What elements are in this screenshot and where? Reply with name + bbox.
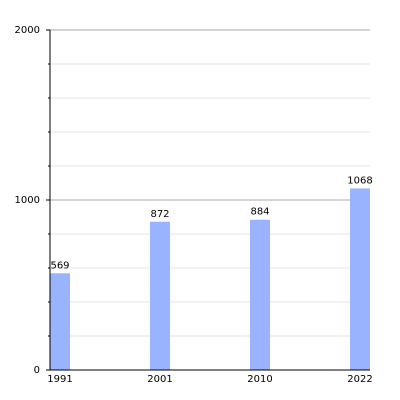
bar	[150, 221, 170, 370]
value-label: 872	[150, 209, 169, 220]
value-label: 569	[50, 260, 69, 271]
x-tick-label: 2010	[247, 374, 272, 385]
value-label: 884	[250, 207, 269, 218]
y-tick-label: 1000	[15, 195, 40, 206]
bar	[250, 219, 270, 370]
value-label: 1068	[347, 175, 372, 186]
x-tick-label: 2001	[147, 374, 172, 385]
y-tick-label: 0	[34, 365, 40, 376]
x-tick-label: 1991	[47, 374, 72, 385]
y-tick-label: 2000	[15, 25, 40, 36]
bar	[350, 188, 370, 370]
bar	[50, 273, 70, 370]
x-tick-label: 2022	[347, 374, 372, 385]
